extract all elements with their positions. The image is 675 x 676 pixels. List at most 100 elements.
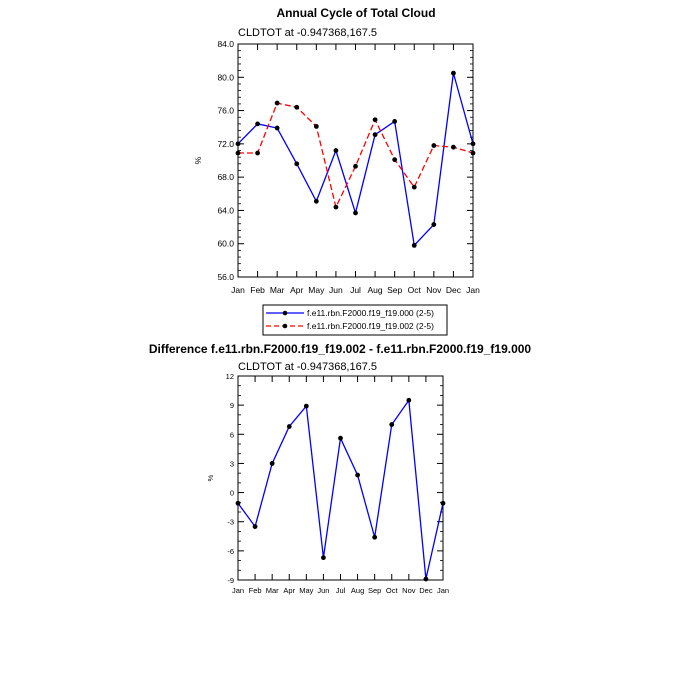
series-1-point (440, 500, 446, 506)
series-line-1 (237, 398, 444, 580)
y-tick-label: 56.0 (217, 272, 234, 282)
chart-1: Annual Cycle of Total Cloud CLDTOT at -0… (193, 6, 480, 336)
x-tick-label: Apr (290, 285, 303, 295)
x-tick-label: Mar (266, 586, 279, 595)
chart-1-title: Annual Cycle of Total Cloud (276, 6, 435, 20)
series-1-point (423, 576, 429, 582)
series-1-point (372, 132, 378, 138)
legend-marker-series-2 (282, 323, 288, 329)
series-1-point (470, 141, 476, 147)
y-axis-label: % (193, 156, 203, 164)
series-1-point (431, 222, 437, 227)
y-tick-label: 60.0 (217, 239, 234, 249)
y-tick-label: 3 (230, 459, 234, 468)
x-tick-label: Jul (336, 586, 346, 595)
x-tick-label: Mar (270, 285, 285, 295)
legend-marker-series-1 (282, 310, 288, 316)
x-tick-label: May (299, 586, 313, 595)
series-2-point (470, 150, 476, 156)
chart-1-subtitle: CLDTOT at -0.947368,167.5 (238, 27, 377, 39)
chart-1-plot: 84.0 80.0 76.0 72.0 68.0 64.0 60.0 56.0 Jan Feb Ma… (193, 39, 480, 295)
series-1-point (313, 198, 319, 204)
y-tick-label: 6 (230, 430, 234, 439)
series-1-point (411, 242, 417, 248)
x-tick-label: Feb (250, 285, 265, 295)
series-2-point (235, 150, 241, 156)
series-line-1 (237, 72, 474, 247)
y-tick-label: -3 (227, 518, 234, 527)
legend-label-series-1: f.e11.rbn.F2000.f19_f19.000 (2-5) (307, 308, 434, 318)
chart-2-subtitle: CLDTOT at -0.947368,167.5 (238, 361, 377, 373)
series-1-point (286, 424, 292, 429)
series-1-point (372, 534, 378, 540)
x-tick-label: Nov (402, 586, 416, 595)
x-tick-label: Sep (387, 285, 402, 295)
legend-label-series-2: f.e11.rbn.F2000.f19_f19.002 (2-5) (307, 321, 434, 331)
series-1-point (353, 210, 358, 216)
plot-frame (237, 43, 474, 278)
x-tick-label: Jan (232, 586, 244, 595)
chart-1-legend: f.e11.rbn.F2000.f19_f19.000 (2-5) f.e11.… (262, 304, 448, 336)
y-tick-label: 76.0 (217, 106, 234, 116)
x-tick-label: Jan (231, 285, 245, 295)
series-2-point (353, 163, 358, 169)
series-2-point (255, 150, 260, 156)
y-tick-label: 64.0 (217, 205, 234, 215)
series-2-point (431, 143, 437, 148)
chart-2: Difference f.e11.rbn.F2000.f19_f19.002 -… (149, 342, 532, 595)
x-tick-label: Jul (350, 285, 361, 295)
series-1-point (321, 555, 326, 561)
series-2-point (294, 104, 300, 110)
series-1-point (255, 121, 260, 127)
x-tick-label: Oct (386, 586, 399, 595)
x-tick-label: Nov (426, 285, 442, 295)
series-2-point (392, 157, 398, 163)
x-tick-label: Sep (368, 586, 381, 595)
series-2-point (411, 184, 417, 190)
x-tick-label: May (308, 285, 325, 295)
x-tick-label: Jun (317, 586, 329, 595)
series-2-point (313, 123, 319, 129)
series-1-point (355, 472, 360, 478)
x-tick-label: Dec (419, 586, 433, 595)
y-tick-label: 72.0 (217, 139, 234, 149)
series-2-point (274, 100, 280, 106)
x-tick-label: Jun (329, 285, 343, 295)
y-tick-label: 80.0 (217, 72, 234, 82)
y-tick-label: 0 (230, 489, 234, 498)
series-1-point (406, 397, 412, 403)
x-tick-label: Oct (408, 285, 422, 295)
series-2-point (333, 204, 339, 210)
y-tick-label: 12 (226, 372, 234, 381)
series-1-point (235, 141, 241, 147)
y-tick-label: 84.0 (217, 39, 234, 49)
series-1-point (235, 500, 241, 506)
series-1-point (338, 435, 343, 441)
series-2-point (451, 144, 456, 150)
x-tick-label: Jan (466, 285, 480, 295)
y-axis-label: % (206, 474, 215, 481)
y-tick-label: 68.0 (217, 172, 234, 182)
series-2-point (372, 117, 378, 123)
series-1-point (392, 118, 398, 124)
x-tick-label: Jan (437, 586, 449, 595)
x-tick-label: Dec (446, 285, 462, 295)
series-1-point (451, 70, 456, 76)
x-tick-label: Aug (368, 285, 383, 295)
x-tick-label: Feb (249, 586, 262, 595)
series-1-point (294, 161, 300, 167)
x-tick-label: Aug (351, 586, 364, 595)
series-1-point (389, 422, 395, 427)
chart-2-title: Difference f.e11.rbn.F2000.f19_f19.002 -… (149, 342, 532, 356)
x-tick-label: Apr (283, 586, 295, 595)
series-1-point (333, 148, 339, 153)
series-1-point (269, 461, 275, 466)
y-tick-label: 9 (230, 401, 234, 410)
y-tick-label: -9 (227, 576, 234, 585)
legend-box (262, 304, 448, 336)
y-tick-label: -6 (227, 547, 234, 556)
series-1-point (274, 125, 280, 131)
series-1-point (252, 524, 258, 529)
